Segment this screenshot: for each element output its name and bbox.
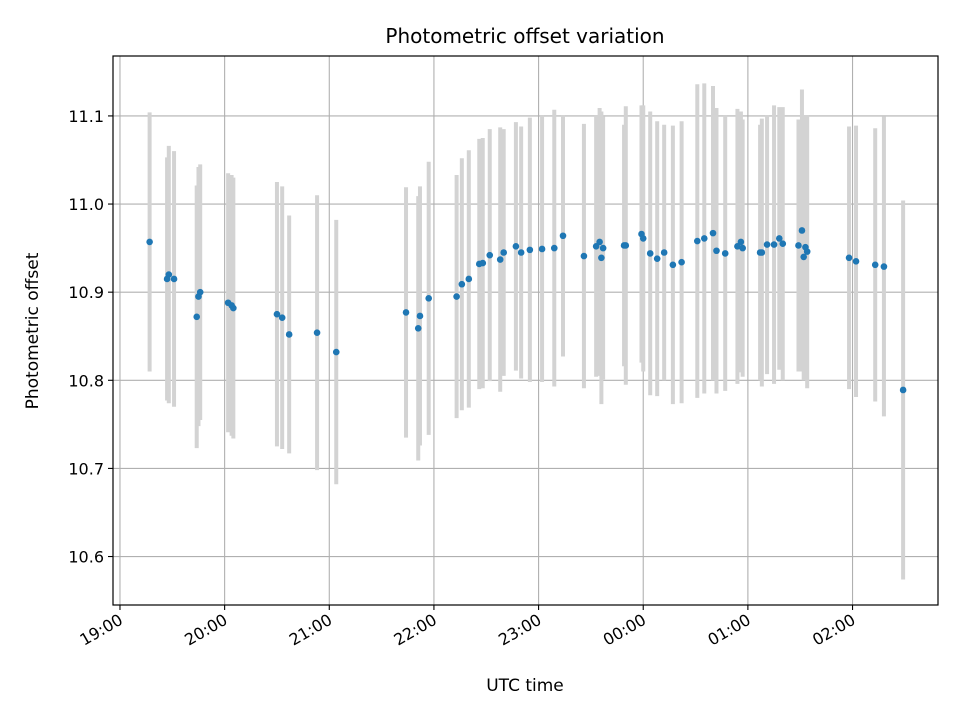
data-point [526,246,534,254]
data-points [146,227,907,394]
data-point [146,238,153,246]
x-tick-label: 01:00 [704,610,753,650]
data-point [170,275,178,283]
data-point [775,235,783,242]
x-tick-label: 19:00 [77,610,126,650]
data-point [599,244,607,252]
grid [113,56,938,605]
data-point [770,241,778,248]
data-point [660,249,668,256]
data-point [803,248,811,255]
plot-area-frame [112,55,939,606]
data-point [285,331,293,338]
data-point [653,255,661,262]
data-point [486,251,494,259]
data-point [871,261,879,269]
data-point [678,258,685,266]
x-axis: 19:00 20:00 21:00 22:00 23:00 00:00 01:00 02:00 [77,605,859,650]
data-point [622,242,630,249]
y-tick-label: 10.7 [68,459,104,478]
data-point [734,243,741,250]
data-point [500,249,507,256]
data-point [332,348,340,356]
data-point [496,256,504,263]
data-point [416,312,424,320]
data-point [709,229,717,237]
data-point [538,245,546,253]
data-point [713,247,720,255]
data-point [465,275,473,283]
data-point [880,263,888,270]
x-axis-label: UTC time [486,676,564,696]
data-point [763,241,771,248]
data-point [550,244,558,252]
data-point [402,309,410,316]
data-point [845,254,853,262]
data-point [737,238,745,246]
data-point [479,259,487,267]
data-point [779,240,787,247]
error-bars [147,83,906,580]
data-point [453,293,460,300]
data-point [414,324,422,332]
data-point [273,310,281,318]
data-point [580,252,588,260]
data-point [278,314,286,322]
y-tick-label: 10.9 [68,283,104,302]
data-point [700,235,708,242]
data-point [596,238,603,246]
data-point [592,243,600,250]
data-point [196,288,204,296]
x-tick-label: 20:00 [181,610,230,650]
data-point [165,271,173,278]
y-tick-label: 11.0 [68,195,104,214]
y-tick-label: 10.6 [68,548,104,567]
data-point [795,242,802,249]
y-tick-label: 11.1 [68,107,104,126]
data-point [598,254,605,262]
data-point [230,304,237,312]
chart-title: Photometric offset variation [385,24,664,48]
data-point [739,244,746,252]
data-point [694,237,701,245]
y-axis-label: Photometric offset [23,252,43,409]
data-point [758,249,766,256]
y-tick-label: 10.8 [68,371,104,390]
x-tick-label: 23:00 [495,610,544,650]
data-point [512,243,520,250]
data-point [800,253,807,261]
data-point [798,227,806,234]
x-tick-label: 00:00 [600,610,649,650]
data-point [639,235,647,242]
data-point [559,232,567,240]
data-point [899,386,907,394]
data-point [721,250,729,257]
y-axis: 10.6 10.7 10.8 10.9 11.0 11.1 [68,107,113,567]
data-point [852,258,860,265]
x-tick-label: 21:00 [286,610,335,650]
data-point [193,313,201,321]
x-tick-label: 22:00 [390,610,439,650]
data-point [517,249,525,256]
x-tick-label: 02:00 [809,610,858,650]
data-point [425,295,432,302]
data-point [458,280,466,288]
data-point [313,329,321,337]
data-point [669,261,677,269]
data-point [646,250,654,257]
